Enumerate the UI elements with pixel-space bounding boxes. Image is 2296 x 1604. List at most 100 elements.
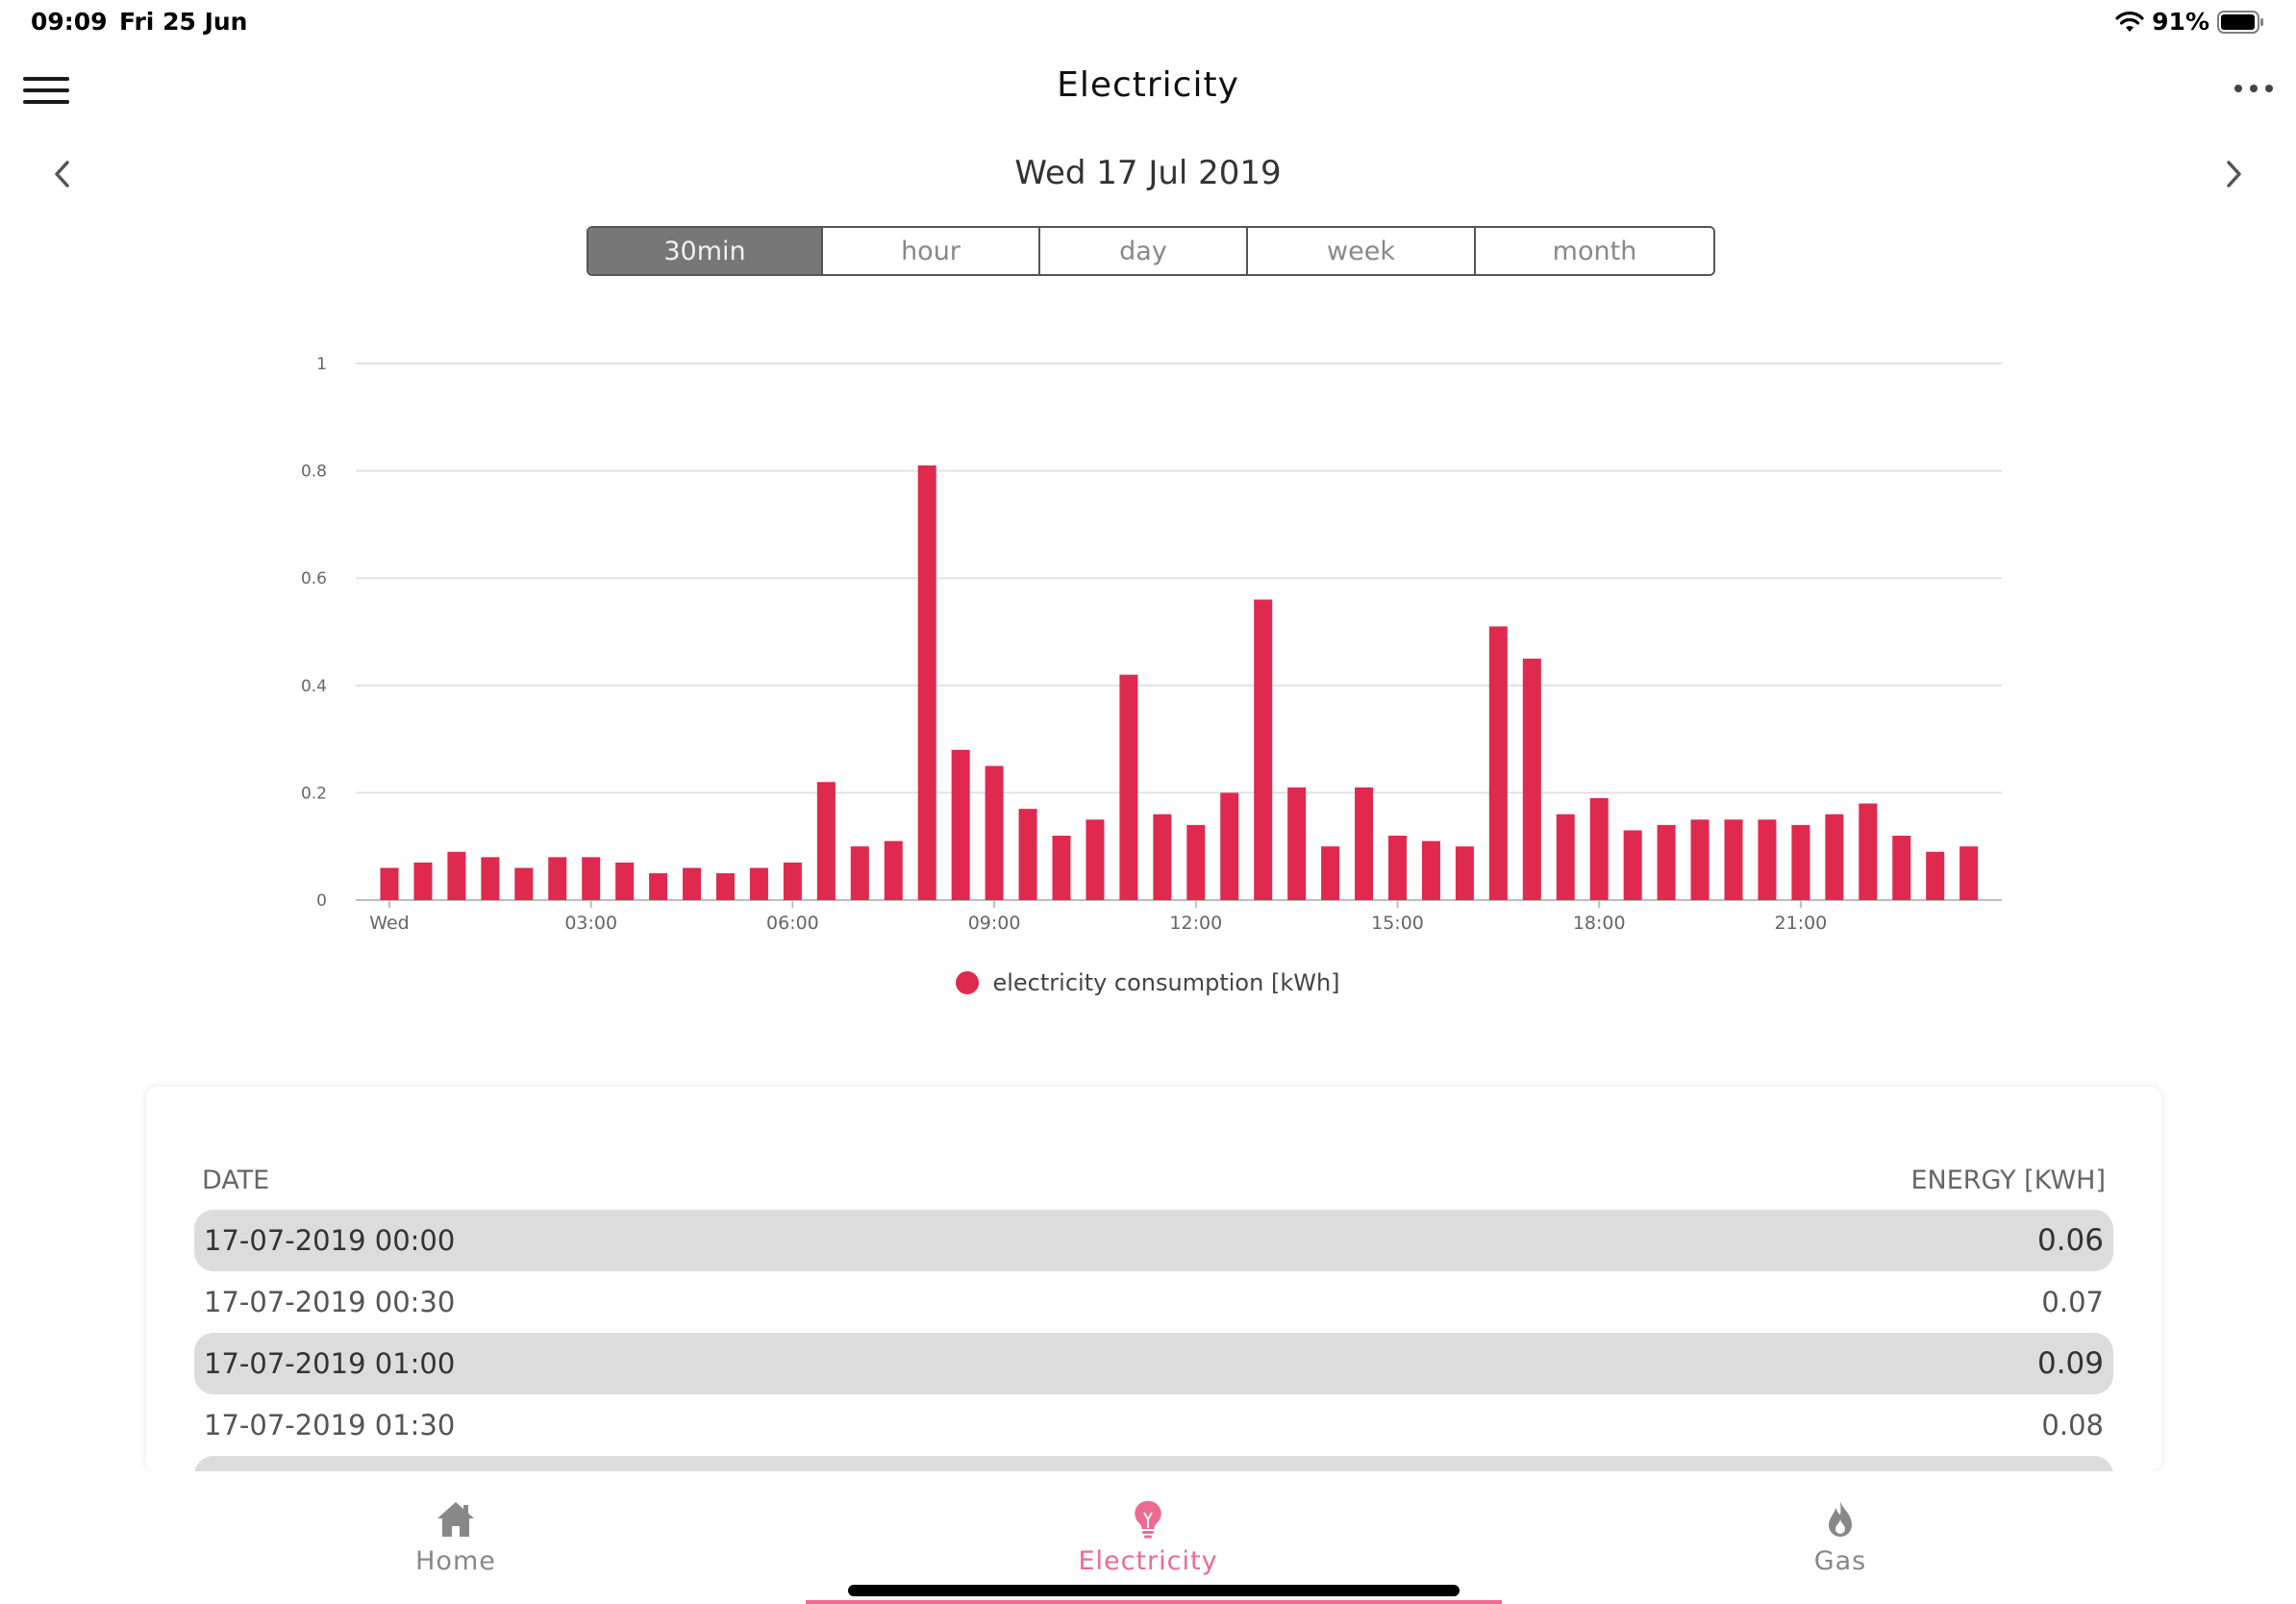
row-date: 17-07-2019 01:30 bbox=[204, 1409, 456, 1441]
battery-icon bbox=[2217, 10, 2263, 34]
chart-bar bbox=[1119, 674, 1138, 900]
readings-table: DATE ENERGY [KWH] 17-07-2019 00:00 0.06 … bbox=[146, 1087, 2161, 1471]
chevron-left-icon[interactable] bbox=[50, 158, 75, 190]
tab-home[interactable]: Home bbox=[109, 1471, 803, 1604]
chart-bar bbox=[615, 862, 635, 900]
y-tick-label: 0 bbox=[316, 891, 327, 911]
home-indicator bbox=[848, 1585, 1460, 1596]
row-date: 17-07-2019 00:00 bbox=[204, 1224, 456, 1257]
chart-bar bbox=[1926, 851, 1945, 900]
chart-bar bbox=[1355, 787, 1374, 900]
chart-bar bbox=[816, 782, 836, 900]
x-tick-label: 21:00 bbox=[1775, 913, 1828, 934]
row-date: 17-07-2019 00:30 bbox=[204, 1286, 456, 1318]
chart-bar bbox=[1388, 836, 1407, 900]
y-tick-label: 0.8 bbox=[301, 463, 327, 482]
chart-bar bbox=[1321, 846, 1340, 900]
chart-bar bbox=[1657, 824, 1676, 900]
chart-bar bbox=[1455, 846, 1474, 900]
chart-bar bbox=[1859, 803, 1878, 900]
chevron-right-icon[interactable] bbox=[2221, 158, 2246, 190]
x-tick-label: Wed bbox=[369, 913, 409, 934]
chart-bar bbox=[447, 851, 466, 900]
chart-bar bbox=[1892, 836, 1911, 900]
y-tick-label: 0.6 bbox=[301, 569, 327, 589]
table-row[interactable]: 17-07-2019 00:30 0.07 bbox=[194, 1271, 2113, 1333]
chart-bar bbox=[1522, 658, 1541, 900]
chart-bar bbox=[1186, 824, 1206, 900]
more-horizontal-icon[interactable] bbox=[2234, 83, 2273, 94]
tab-bar: Home Electricity Gas bbox=[0, 1471, 2296, 1604]
row-value: 0.08 bbox=[2041, 1409, 2104, 1441]
chart-bar bbox=[1758, 819, 1777, 900]
chart-bar bbox=[749, 867, 768, 900]
chart-bar bbox=[783, 862, 802, 900]
tab-gas-label: Gas bbox=[1813, 1546, 1867, 1576]
chart-bar bbox=[1254, 599, 1273, 900]
chart-bar bbox=[1052, 836, 1071, 900]
chart-bar bbox=[481, 857, 500, 900]
wifi-icon bbox=[2115, 11, 2144, 32]
segment-day[interactable]: day bbox=[1040, 228, 1248, 274]
chart-legend: electricity consumption [kWh] bbox=[0, 969, 2296, 996]
legend-label: electricity consumption [kWh] bbox=[992, 969, 1340, 996]
status-indicators: 91% bbox=[2115, 8, 2265, 36]
table-row[interactable]: 17-07-2019 00:00 0.06 bbox=[194, 1210, 2113, 1271]
row-value: 0.07 bbox=[2041, 1286, 2104, 1318]
period-segmented-control: 30min hour day week month bbox=[586, 226, 1715, 276]
y-tick-label: 1 bbox=[316, 355, 327, 374]
x-tick-label: 12:00 bbox=[1169, 913, 1222, 934]
chart-bar bbox=[716, 873, 735, 900]
y-tick-label: 0.2 bbox=[301, 784, 327, 803]
segment-week[interactable]: week bbox=[1248, 228, 1476, 274]
x-tick-label: 18:00 bbox=[1573, 913, 1626, 934]
chart-bar bbox=[850, 846, 869, 900]
hamburger-menu-icon[interactable] bbox=[23, 75, 69, 106]
bar-chart-svg: 0 0.2 0.4 0.6 0.8 1 Wed 03:00 06:00 09:00 12:00 15:… bbox=[301, 355, 2002, 934]
tab-electricity[interactable]: Electricity bbox=[801, 1471, 1495, 1604]
x-tick-label: 15:00 bbox=[1371, 913, 1424, 934]
status-time: 09:09 bbox=[31, 8, 108, 36]
home-icon bbox=[437, 1502, 474, 1537]
date-label: Wed 17 Jul 2019 bbox=[1014, 154, 1282, 192]
chart-bar bbox=[1556, 814, 1575, 900]
y-tick-label: 0.4 bbox=[301, 677, 327, 696]
chart-bar bbox=[1690, 819, 1710, 900]
x-tick-label: 03:00 bbox=[564, 913, 617, 934]
chart-bar bbox=[1287, 787, 1307, 900]
flame-icon bbox=[1829, 1501, 1852, 1537]
chart-bar bbox=[1623, 830, 1642, 900]
table-row[interactable] bbox=[194, 1456, 2113, 1471]
segment-month[interactable]: month bbox=[1476, 228, 1713, 274]
row-value: 0.06 bbox=[2036, 1223, 2104, 1258]
chart-bar bbox=[1791, 824, 1810, 900]
active-tab-underline bbox=[806, 1600, 1502, 1604]
row-value: 0.09 bbox=[2036, 1346, 2104, 1381]
segment-hour[interactable]: hour bbox=[823, 228, 1040, 274]
chart-bar bbox=[380, 867, 399, 900]
consumption-chart: 0 0.2 0.4 0.6 0.8 1 Wed 03:00 06:00 09:00 12:00 15:… bbox=[0, 327, 2296, 1019]
chart-bar bbox=[582, 857, 601, 900]
chart-bar bbox=[1959, 846, 1979, 900]
tab-electricity-label: Electricity bbox=[1078, 1546, 1218, 1576]
row-date: 17-07-2019 01:00 bbox=[204, 1347, 456, 1380]
battery-percentage: 91% bbox=[2152, 8, 2209, 36]
chart-bar bbox=[649, 873, 668, 900]
segment-30min[interactable]: 30min bbox=[588, 228, 823, 274]
status-date: Fri 25 Jun bbox=[119, 8, 248, 36]
tab-gas[interactable]: Gas bbox=[1493, 1471, 2187, 1604]
legend-dot-icon bbox=[956, 971, 980, 994]
date-column-header: DATE bbox=[202, 1165, 270, 1195]
chart-bar bbox=[985, 765, 1004, 900]
chart-bar bbox=[951, 749, 970, 900]
chart-bar bbox=[1153, 814, 1172, 900]
chart-bar bbox=[683, 867, 702, 900]
chart-bar bbox=[1724, 819, 1743, 900]
table-row[interactable]: 17-07-2019 01:30 0.08 bbox=[194, 1394, 2113, 1456]
chart-bar bbox=[1825, 814, 1844, 900]
status-bar: 09:09 Fri 25 Jun 91% bbox=[0, 0, 2296, 46]
table-row[interactable]: 17-07-2019 01:00 0.09 bbox=[194, 1333, 2113, 1394]
chart-bar bbox=[917, 465, 936, 900]
page-title: Electricity bbox=[1057, 65, 1239, 105]
x-tick-label: 09:00 bbox=[968, 913, 1021, 934]
